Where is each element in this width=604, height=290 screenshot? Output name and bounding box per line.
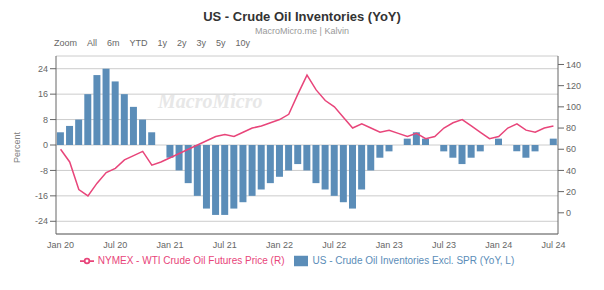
- svg-text:-16: -16: [35, 191, 48, 201]
- svg-text:16: 16: [38, 89, 48, 99]
- html-text:6m: 6m: [107, 38, 120, 48]
- svg-text:-8: -8: [40, 166, 48, 176]
- html-text:Zoom: Zoom: [54, 38, 77, 48]
- svg-text:Jan 24: Jan 24: [485, 240, 512, 250]
- svg-text:Percent: Percent: [12, 131, 22, 163]
- svg-text:Jan 22: Jan 22: [266, 240, 293, 250]
- svg-text:100: 100: [566, 102, 581, 112]
- svg-text:60: 60: [566, 144, 576, 154]
- svg-text:Jul 24: Jul 24: [541, 240, 565, 250]
- html-text:3y: 3y: [196, 38, 207, 48]
- svg-text:Jan 21: Jan 21: [157, 240, 184, 250]
- svg-text:0: 0: [566, 208, 571, 218]
- svg-text:Jan 20: Jan 20: [47, 240, 74, 250]
- svg-text:20: 20: [566, 187, 576, 197]
- svg-text:Jul 22: Jul 22: [322, 240, 346, 250]
- html-text:All: All: [87, 38, 97, 48]
- html-text:US - Crude Oil Inventories Exc: US - Crude Oil Inventories Excl. SPR (Yo…: [312, 254, 515, 266]
- svg-text:40: 40: [566, 166, 576, 176]
- html-text:NYMEX - WTI Crude Oil Futures: NYMEX - WTI Crude Oil Futures Price (R): [97, 254, 285, 266]
- svg-text:-24: -24: [35, 216, 48, 226]
- svg-text:Jan 23: Jan 23: [376, 240, 403, 250]
- svg-text:0: 0: [43, 140, 48, 150]
- html-text:US - Crude Oil Inventories (Yo: US - Crude Oil Inventories (YoY): [203, 9, 401, 24]
- html-text:2y: 2y: [177, 38, 187, 48]
- svg-text:140: 140: [566, 60, 581, 70]
- html-text:MacroMicro: MacroMicro: [158, 90, 263, 112]
- svg-text:Jul 20: Jul 20: [103, 240, 127, 250]
- html-text:1y: 1y: [157, 38, 168, 48]
- svg-text:8: 8: [43, 115, 48, 125]
- html-text:YTD: YTD: [129, 38, 148, 48]
- svg-text:80: 80: [566, 123, 576, 133]
- svg-text:120: 120: [566, 81, 581, 91]
- html-text:MacroMicro.me | Kalvin: MacroMicro.me | Kalvin: [255, 26, 349, 36]
- html-text:5y: 5y: [216, 38, 226, 48]
- svg-text:24: 24: [38, 64, 48, 74]
- html-text:10y: 10y: [235, 38, 251, 48]
- svg-text:Jul 23: Jul 23: [432, 240, 456, 250]
- svg-text:Jul 21: Jul 21: [213, 240, 237, 250]
